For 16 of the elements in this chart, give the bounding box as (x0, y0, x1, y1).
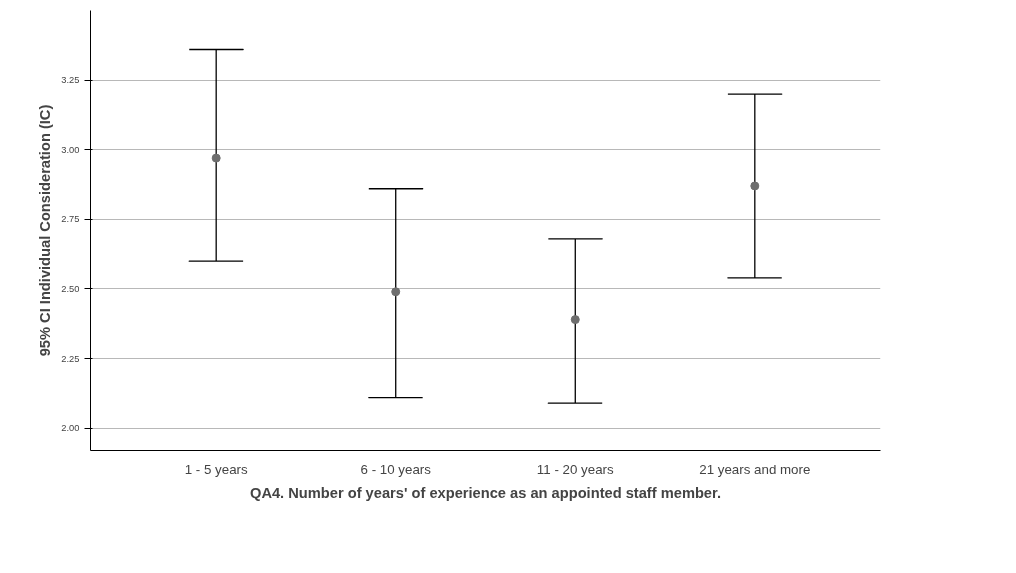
y-tick-label: 3.25 (61, 75, 80, 86)
point (211, 153, 221, 163)
x-tick-label: 6 - 10 years (360, 461, 432, 477)
point (570, 315, 580, 325)
y-axis-title: 95% CI Individual Consideration (IC) (37, 104, 54, 357)
y-tick-label: 2.50 (61, 283, 80, 294)
y-tick-label: 2.00 (61, 423, 80, 434)
y-tick-label: 3.00 (61, 144, 80, 155)
y-tick-label: 2.25 (61, 353, 80, 364)
x-tick-label: 1 - 5 years (184, 461, 248, 477)
x-tick-label: 21 years and more (699, 461, 811, 477)
y-tick-label: 2.75 (61, 214, 80, 225)
x-axis-title: QA4. Number of years' of experience as an appointed staff member. (250, 484, 722, 501)
x-tick-label: 11 - 20 years (536, 461, 615, 477)
point (391, 287, 401, 297)
point (750, 181, 760, 191)
